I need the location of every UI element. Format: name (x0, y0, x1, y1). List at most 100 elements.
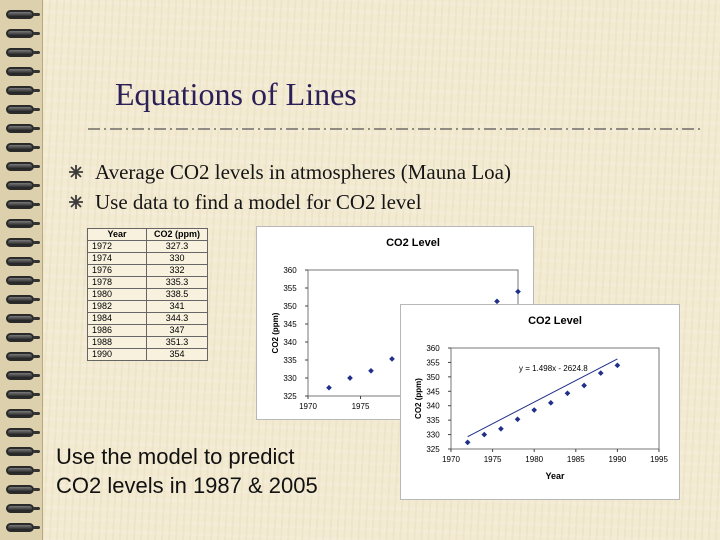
table-cell-co2: 327.3 (146, 240, 208, 253)
spiral-binding-icon (6, 276, 40, 285)
table-cell-co2: 347 (146, 324, 208, 337)
prediction-line: Use the model to predict (56, 444, 295, 469)
table-row: 1976 332 (87, 264, 208, 277)
data-point (368, 367, 374, 374)
table-row: 1982 341 (87, 300, 208, 313)
table-row: 1972 327.3 (87, 240, 208, 253)
spiral-binding-icon (6, 371, 40, 380)
data-point (614, 362, 621, 369)
data-point (581, 382, 587, 389)
y-tick-label: 345 (283, 320, 297, 329)
spiral-binding-icon (6, 10, 40, 19)
spiral-binding-icon (6, 485, 40, 494)
table-cell-year: 1990 (87, 348, 147, 361)
co2-trend-chart: CO2 Level 325 330 335 340 345 350 355 360 1970 197… (400, 304, 680, 500)
column-header-co2: CO2 (ppm) (146, 228, 208, 241)
y-tick-label: 355 (283, 284, 297, 293)
spiral-binding-icon (6, 504, 40, 513)
spiral-binding-icon (6, 428, 40, 437)
spiral-binding (0, 0, 43, 540)
table-cell-co2: 351.3 (146, 336, 208, 349)
spiral-binding-icon (6, 409, 40, 418)
chart-title: CO2 Level (528, 315, 582, 327)
table-cell-co2: 330 (146, 252, 208, 265)
spiral-binding-icon (6, 48, 40, 57)
table-row: 1990 354 (87, 348, 208, 361)
column-header-year: Year (87, 228, 147, 241)
spiral-binding-icon (6, 29, 40, 38)
spiral-binding-icon (6, 314, 40, 323)
y-tick-label: 360 (426, 344, 440, 353)
trendline-equation: y = 1.498x - 2624.8 (519, 364, 588, 373)
spiral-binding-icon (6, 143, 40, 152)
table-cell-year: 1976 (87, 264, 147, 277)
table-cell-year: 1974 (87, 252, 147, 265)
table-cell-year: 1986 (87, 324, 147, 337)
cross-bullet-icon (69, 165, 83, 179)
spiral-binding-icon (6, 333, 40, 342)
trendline (467, 358, 618, 438)
table-row: 1980 338.5 (87, 288, 208, 301)
y-tick-label: 335 (283, 356, 297, 365)
table-cell-co2: 335.3 (146, 276, 208, 289)
y-tick-label: 350 (283, 302, 297, 311)
table-row: 1988 351.3 (87, 336, 208, 349)
bullet-text: Average CO2 levels in atmospheres (Mauna… (95, 159, 511, 184)
spiral-binding-icon (6, 124, 40, 133)
y-tick-label: 325 (426, 445, 440, 454)
spiral-binding-icon (6, 200, 40, 209)
y-tick-label: 350 (426, 373, 440, 382)
table-row: 1978 335.3 (87, 276, 208, 289)
table-row: 1984 344.3 (87, 312, 208, 325)
data-point (515, 288, 521, 295)
x-tick-label: 1970 (299, 402, 317, 411)
data-point (514, 416, 521, 423)
prediction-line: CO2 levels in 1987 & 2005 (56, 473, 318, 498)
spiral-binding-icon (6, 466, 40, 475)
x-tick-label: 1980 (525, 455, 543, 464)
x-tick-label: 1975 (484, 455, 502, 464)
x-tick-label: 1995 (650, 455, 668, 464)
data-point (481, 431, 488, 438)
spiral-binding-icon (6, 447, 40, 456)
table-cell-year: 1980 (87, 288, 147, 301)
chart-title: CO2 Level (386, 237, 440, 249)
prediction-prompt: Use the model to predict CO2 levels in 1… (56, 442, 318, 500)
table-cell-co2: 332 (146, 264, 208, 277)
x-tick-label: 1985 (567, 455, 585, 464)
x-tick-label: 1970 (442, 455, 460, 464)
bullet-list: Average CO2 levels in atmospheres (Mauna… (68, 157, 511, 217)
spiral-binding-icon (6, 352, 40, 361)
y-tick-label: 325 (283, 392, 297, 401)
bullet-item: Average CO2 levels in atmospheres (Mauna… (68, 157, 511, 187)
spiral-binding-icon (6, 181, 40, 190)
spiral-binding-icon (6, 86, 40, 95)
y-tick-label: 345 (426, 387, 440, 396)
y-tick-label: 340 (426, 402, 440, 411)
y-tick-label: 360 (283, 266, 297, 275)
y-axis-label: CO2 (ppm) (414, 378, 423, 419)
spiral-binding-icon (6, 390, 40, 399)
cross-bullet-icon (69, 195, 83, 209)
table-cell-co2: 344.3 (146, 312, 208, 325)
y-tick-label: 340 (283, 338, 297, 347)
co2-trend-chart-plot: CO2 Level 325 330 335 340 345 350 355 360 1970 197… (414, 315, 668, 481)
spiral-binding-icon (6, 105, 40, 114)
table-row: 1974 330 (87, 252, 208, 265)
bullet-text: Use data to find a model for CO2 level (95, 189, 422, 214)
table-cell-year: 1982 (87, 300, 147, 313)
table-cell-year: 1972 (87, 240, 147, 253)
spiral-binding-icon (6, 257, 40, 266)
x-tick-label: 1975 (352, 402, 370, 411)
spiral-binding-icon (6, 162, 40, 171)
co2-data-table: Year CO2 (ppm) 1972 327.3 1974 330 1976 332 19… (87, 228, 208, 361)
table-cell-year: 1988 (87, 336, 147, 349)
x-tick-label: 1990 (609, 455, 627, 464)
table-cell-co2: 341 (146, 300, 208, 313)
spiral-binding-icon (6, 238, 40, 247)
plot-area (450, 347, 660, 450)
bullet-item: Use data to find a model for CO2 level (68, 187, 511, 217)
spiral-binding-icon (6, 295, 40, 304)
table-row: 1986 347 (87, 324, 208, 337)
y-tick-label: 330 (426, 431, 440, 440)
